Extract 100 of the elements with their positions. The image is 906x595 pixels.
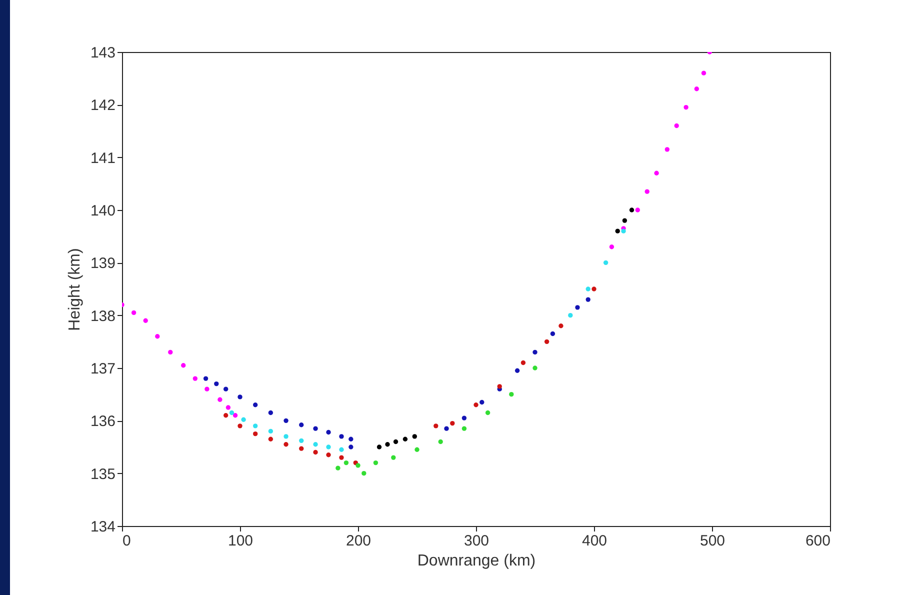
point: [450, 420, 455, 426]
point: [438, 439, 443, 444]
point: [412, 434, 417, 439]
x-tick-label: 200: [346, 532, 372, 550]
point: [586, 286, 590, 292]
point: [203, 376, 208, 381]
y-tick-label: 140: [90, 202, 116, 220]
x-tick-label: 300: [464, 532, 490, 550]
point: [532, 350, 538, 355]
y-tick-label: 135: [90, 466, 116, 483]
point: [223, 386, 228, 392]
point: [701, 70, 706, 76]
point: [229, 410, 234, 416]
x-axis-title: Downrange (km): [417, 552, 536, 570]
point: [462, 416, 467, 420]
y-axis-title: Height (km): [66, 248, 84, 331]
point: [509, 392, 514, 397]
point: [376, 444, 382, 450]
x-tick-label: 100: [228, 532, 254, 550]
point: [629, 208, 634, 212]
point: [299, 446, 304, 451]
y-tick-label: 143: [90, 44, 116, 62]
point: [348, 444, 354, 450]
x-tick-label: 500: [700, 532, 726, 550]
point: [218, 397, 222, 402]
point: [326, 430, 331, 435]
y-tick-label: 142: [90, 97, 116, 114]
y-tick-label: 141: [90, 150, 116, 167]
point: [268, 410, 274, 416]
point: [339, 455, 344, 460]
point: [131, 310, 136, 316]
point: [609, 244, 614, 250]
x-tick-label: 600: [805, 532, 830, 550]
point: [284, 442, 288, 447]
point: [568, 312, 573, 318]
point: [344, 460, 349, 466]
point: [284, 434, 288, 439]
point: [214, 381, 219, 386]
point: [575, 305, 580, 310]
point: [252, 402, 258, 408]
point: [226, 405, 231, 410]
point: [664, 147, 670, 152]
point: [414, 447, 420, 452]
point: [514, 368, 520, 373]
point: [268, 436, 274, 442]
point: [385, 442, 390, 447]
y-tick-label: 138: [90, 308, 116, 325]
point: [462, 426, 467, 431]
point: [391, 455, 396, 460]
point: [339, 447, 344, 452]
point: [326, 444, 331, 450]
point: [336, 466, 340, 470]
x-tick-label: 400: [582, 532, 608, 550]
point: [532, 366, 538, 370]
point: [299, 438, 304, 444]
point: [362, 470, 366, 476]
point: [474, 402, 478, 408]
point: [268, 428, 274, 434]
point: [373, 460, 378, 466]
point: [232, 413, 238, 418]
point: [434, 424, 438, 428]
point: [393, 439, 398, 444]
point: [694, 86, 700, 92]
point: [155, 334, 160, 339]
point: [635, 208, 640, 212]
point: [356, 463, 360, 468]
point: [684, 104, 688, 110]
point: [485, 410, 490, 416]
point: [674, 123, 679, 128]
point: [192, 376, 198, 381]
point: [497, 384, 502, 389]
point: [402, 436, 408, 442]
point: [558, 324, 564, 328]
point: [444, 426, 449, 431]
point: [299, 422, 304, 428]
point: [586, 297, 590, 302]
point: [603, 260, 608, 266]
point: [143, 318, 148, 323]
point: [480, 400, 484, 405]
point: [326, 452, 331, 458]
point: [181, 363, 186, 368]
point: [621, 228, 626, 234]
point: [348, 436, 354, 442]
point: [313, 450, 318, 455]
point: [654, 170, 659, 176]
point: [339, 434, 344, 439]
point: [168, 350, 173, 355]
point: [520, 360, 526, 366]
y-tick-label: 137: [90, 360, 116, 378]
point: [313, 442, 318, 447]
y-tick-label: 134: [90, 518, 116, 536]
point: [241, 417, 246, 422]
point: [592, 286, 596, 292]
y-tick-label: 139: [90, 255, 116, 272]
point: [238, 424, 242, 428]
point: [550, 331, 556, 336]
point: [313, 426, 318, 431]
point: [615, 228, 620, 234]
point: [223, 413, 228, 418]
point: [644, 189, 650, 194]
